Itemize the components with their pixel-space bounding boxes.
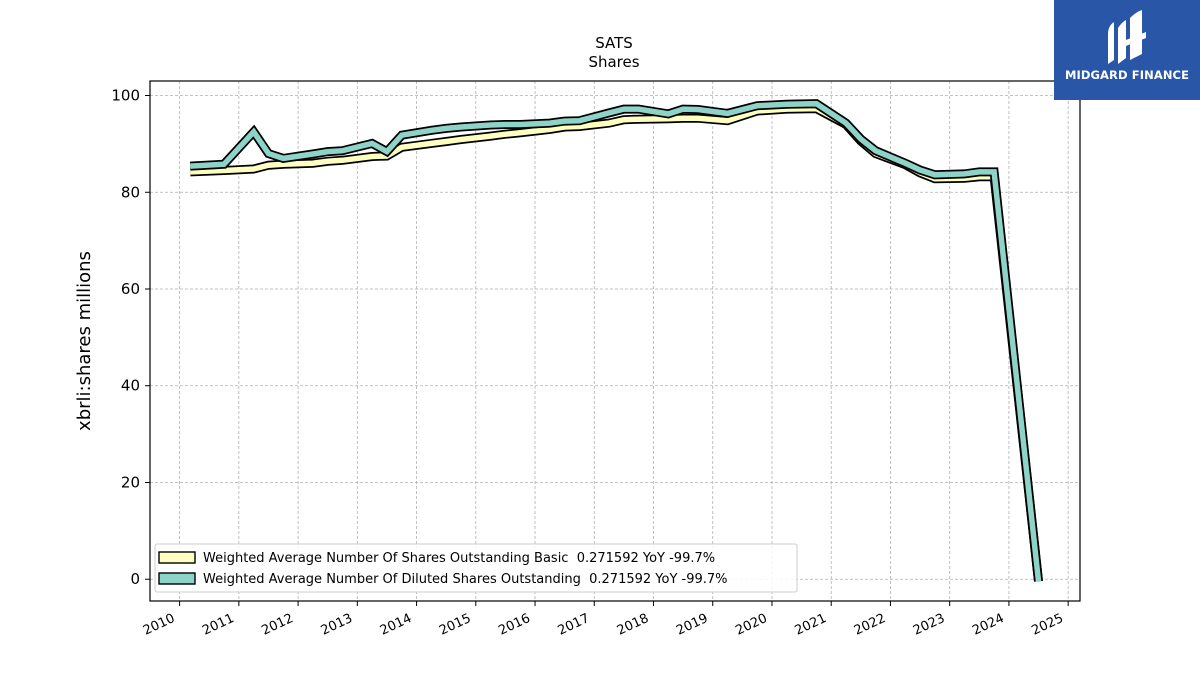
series-diluted-line-outline (190, 99, 1043, 582)
brand-logo: MIDGARD FINANCE (1054, 0, 1200, 100)
y-axis-label: xbrli:shares millions (74, 251, 95, 431)
series-layer (190, 99, 1043, 582)
x-axis-ticks: 2010 2011 2012 2013 2014 2015 2016 2017 2018 2019… (141, 601, 1069, 639)
x-tick-label: 2017 (556, 611, 592, 639)
chart-subtitle: Shares (588, 53, 639, 71)
chart-title: SATS (595, 34, 633, 52)
x-tick-label: 2022 (852, 611, 888, 639)
x-tick-label: 2010 (141, 611, 177, 639)
y-tick-label: 80 (121, 183, 140, 201)
x-tick-label: 2021 (793, 611, 829, 639)
x-tick-label: 2020 (733, 611, 769, 639)
y-tick-label: 0 (130, 570, 140, 588)
midgard-logo-icon (1108, 10, 1146, 64)
x-tick-label: 2023 (911, 611, 947, 639)
y-tick-label: 20 (121, 473, 140, 491)
legend: Weighted Average Number Of Shares Outsta… (154, 543, 798, 593)
y-axis-ticks: 0 20 40 60 80 100 (111, 87, 150, 588)
x-tick-label: 2025 (1030, 611, 1066, 639)
series-basic-line (190, 105, 1042, 582)
legend-label-diluted: Weighted Average Number Of Diluted Share… (203, 572, 728, 587)
x-tick-label: 2018 (615, 611, 651, 639)
x-tick-label: 2012 (259, 611, 295, 639)
x-tick-label: 2015 (437, 611, 473, 639)
series-diluted-line (190, 100, 1042, 582)
legend-swatch-diluted (158, 572, 196, 585)
x-tick-label: 2013 (319, 611, 355, 639)
x-tick-label: 2011 (200, 611, 236, 639)
series-basic-line-outline (190, 104, 1043, 582)
legend-swatch-basic (158, 551, 196, 564)
y-tick-label: 60 (121, 280, 140, 298)
legend-frame (154, 543, 798, 593)
y-tick-label: 100 (111, 87, 140, 105)
legend-label-basic: Weighted Average Number Of Shares Outsta… (203, 551, 715, 566)
x-tick-label: 2016 (496, 611, 532, 639)
x-tick-label: 2024 (970, 611, 1006, 639)
plot-frame (149, 80, 1081, 602)
x-tick-label: 2014 (378, 611, 414, 639)
logo-text: MIDGARD FINANCE (1064, 68, 1190, 82)
y-tick-label: 40 (121, 377, 140, 395)
x-tick-label: 2019 (674, 611, 710, 639)
